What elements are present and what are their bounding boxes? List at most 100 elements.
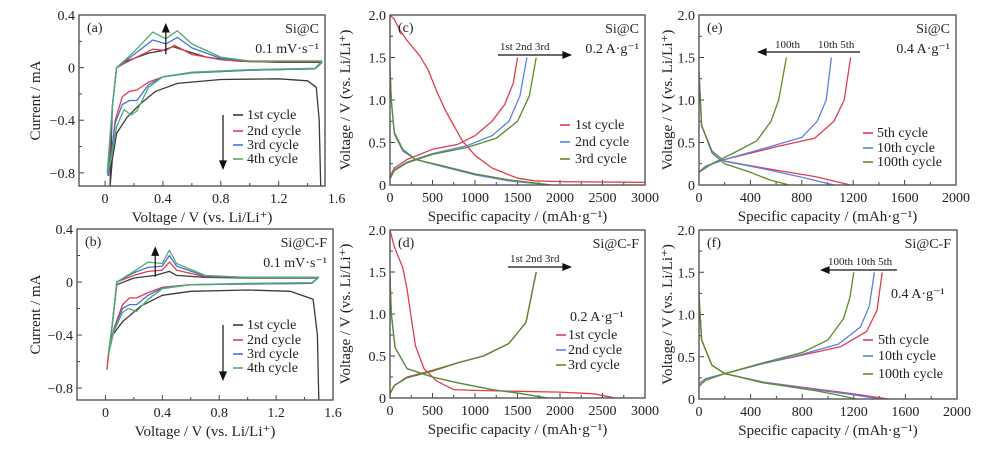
x-tick-label: 1.6: [324, 406, 342, 421]
panel-d: 0 500 1000 1500 2000 2500 3000 0 0.5 1.0 1.5 2.0 Spe…: [338, 224, 659, 438]
legend-entry: 1st cycle: [247, 108, 296, 123]
panel-b: 0 0.4 0.8 1.2 1.6 −0.8 −0.4 0 0.4 Voltage / V (vs…: [28, 223, 342, 440]
y-tick-label: 1.5: [369, 266, 387, 281]
sample-label: Si@C-F: [905, 237, 952, 252]
x-tick-label: 1000: [461, 404, 489, 419]
y-tick-label: 1.0: [369, 308, 387, 323]
legend-entry: 1st cycle: [568, 328, 617, 343]
plot-frame: [389, 229, 646, 399]
x-tick-label: 2000: [942, 191, 970, 206]
x-tick-label: 500: [422, 191, 443, 206]
legend-entry: 1st cycle: [575, 118, 624, 133]
x-tick-label: 800: [791, 191, 812, 206]
arrow-label: 1st 2nd 3rd: [500, 41, 550, 53]
rate-label: 0.4 A·g⁻¹: [891, 287, 945, 302]
rate-label: 0.2 A·g⁻¹: [585, 42, 639, 57]
y-tick-label: −0.4: [48, 329, 73, 344]
x-tick-label: 1200: [839, 191, 867, 206]
legend-entry: 4th cycle: [247, 152, 298, 167]
y-tick-label: 1.0: [678, 309, 696, 324]
y-axis-label: Voltage / V (vs. Li/Li⁺): [660, 30, 676, 171]
y-tick-label: 0.4: [58, 9, 76, 24]
x-tick-label: 1.2: [267, 406, 285, 421]
y-tick-label: 1.5: [369, 52, 387, 67]
y-axis-label: Voltage / V (vs. Li/Li⁺): [660, 244, 676, 385]
rate-label: 0.2 A·g⁻¹: [570, 310, 624, 325]
y-tick-label: 1.5: [678, 52, 696, 67]
x-tick-label: 400: [740, 191, 761, 206]
legend-entry: 10th cycle: [877, 141, 935, 156]
x-axis-label: Specific capacity / (mAh·g⁻¹): [428, 422, 607, 438]
legend-entry: 2nd cycle: [575, 135, 629, 150]
rate-label: 0.1 mV·s⁻¹: [255, 42, 319, 57]
series-line-2nd-cycle: [390, 70, 544, 185]
rate-label: 0.1 mV·s⁻¹: [263, 256, 327, 271]
x-tick-label: 3000: [631, 404, 659, 419]
x-tick-label: 500: [422, 404, 443, 419]
y-tick-label: 0.4: [56, 223, 74, 238]
series-line-1st-cycle: [390, 271, 537, 395]
legend-entry: 4th cycle: [247, 361, 298, 376]
y-tick-label: 0: [688, 179, 695, 194]
arrowhead-icon: [219, 160, 227, 170]
legend-entry: 3rd cycle: [247, 347, 299, 362]
series-line-100th-cycle: [699, 297, 857, 399]
y-tick-label: −0.4: [50, 114, 75, 129]
legend-entry: 10th cycle: [878, 349, 936, 364]
x-tick-label: 1500: [504, 404, 532, 419]
y-tick-label: 2.0: [678, 224, 696, 239]
y-tick-label: 1.0: [678, 94, 696, 109]
y-tick-label: 0.5: [369, 350, 387, 365]
series-line-5th-cycle: [699, 57, 852, 173]
x-tick-label: 0.8: [212, 192, 230, 207]
x-axis-label: Specific capacity / (mAh·g⁻¹): [428, 209, 607, 225]
y-axis-label: Current / mA: [28, 274, 44, 354]
panel-label: (e): [707, 21, 723, 36]
x-tick-label: 0: [102, 192, 109, 207]
panel-label: (f): [707, 236, 721, 251]
panel-label: (c): [398, 21, 414, 36]
x-tick-label: 0: [102, 406, 109, 421]
x-tick-label: 0.4: [154, 192, 172, 207]
y-tick-label: 1.0: [369, 94, 387, 109]
legend-entry: 3rd cycle: [247, 138, 299, 153]
rate-label: 0.4 A·g⁻¹: [896, 42, 950, 57]
legend-entry: 3rd cycle: [568, 358, 620, 373]
x-tick-label: 1500: [504, 191, 532, 206]
y-tick-label: 0: [68, 62, 75, 77]
series-line-10th-cycle: [699, 293, 880, 399]
y-tick-label: 0.5: [678, 351, 696, 366]
arrow-label: 1st 2nd 3rd: [510, 253, 560, 265]
x-tick-label: 1000: [461, 191, 489, 206]
x-tick-label: 2000: [546, 404, 574, 419]
series-line-1st-cycle: [390, 15, 645, 184]
y-tick-label: 0: [66, 276, 73, 291]
arrowhead-icon: [219, 371, 227, 381]
y-tick-label: 0: [688, 393, 695, 408]
y-axis-label: Voltage / V (vs. Li/Li⁺): [338, 30, 354, 171]
series-line-10th-cycle: [699, 57, 833, 173]
panel-a: 0 0.4 0.8 1.2 1.6 −0.8 −0.4 0 0.4 Voltage / V (vs…: [28, 9, 345, 226]
x-axis-label: Voltage / V (vs. Li/Li⁺): [132, 210, 273, 226]
series-line-1st-cycle: [109, 45, 323, 186]
x-tick-label: 800: [792, 405, 813, 420]
series-line-3rd-cycle: [390, 276, 548, 398]
arrow-label: 100th: [775, 39, 801, 51]
plot-frame: [389, 14, 646, 186]
plot-frame: [698, 229, 958, 400]
series-line-4th-cycle: [106, 30, 323, 174]
x-tick-label: 3000: [631, 191, 659, 206]
y-tick-label: 2.0: [369, 9, 387, 24]
y-tick-label: 2.0: [369, 224, 387, 239]
series-line-100th-cycle: [699, 272, 855, 387]
x-tick-label: 2000: [943, 405, 971, 420]
series-line-100th-cycle: [699, 74, 790, 185]
panel-e: 0 400 800 1200 1600 2000 0 0.5 1.0 1.5 2.0 Specific…: [660, 9, 970, 225]
panel-c: 0 500 1000 1500 2000 2500 3000 0 0.5 1.0 1.5 2.0 Spe…: [338, 9, 659, 225]
plot-frame: [76, 228, 334, 401]
y-tick-label: 2.0: [678, 9, 696, 24]
y-tick-label: −0.8: [48, 382, 73, 397]
x-tick-label: 1200: [840, 405, 868, 420]
series-line-3rd-cycle: [390, 271, 537, 395]
panel-f: 0 400 800 1200 1600 2000 0 0.5 1.0 1.5 2.0 Specific…: [660, 224, 971, 439]
